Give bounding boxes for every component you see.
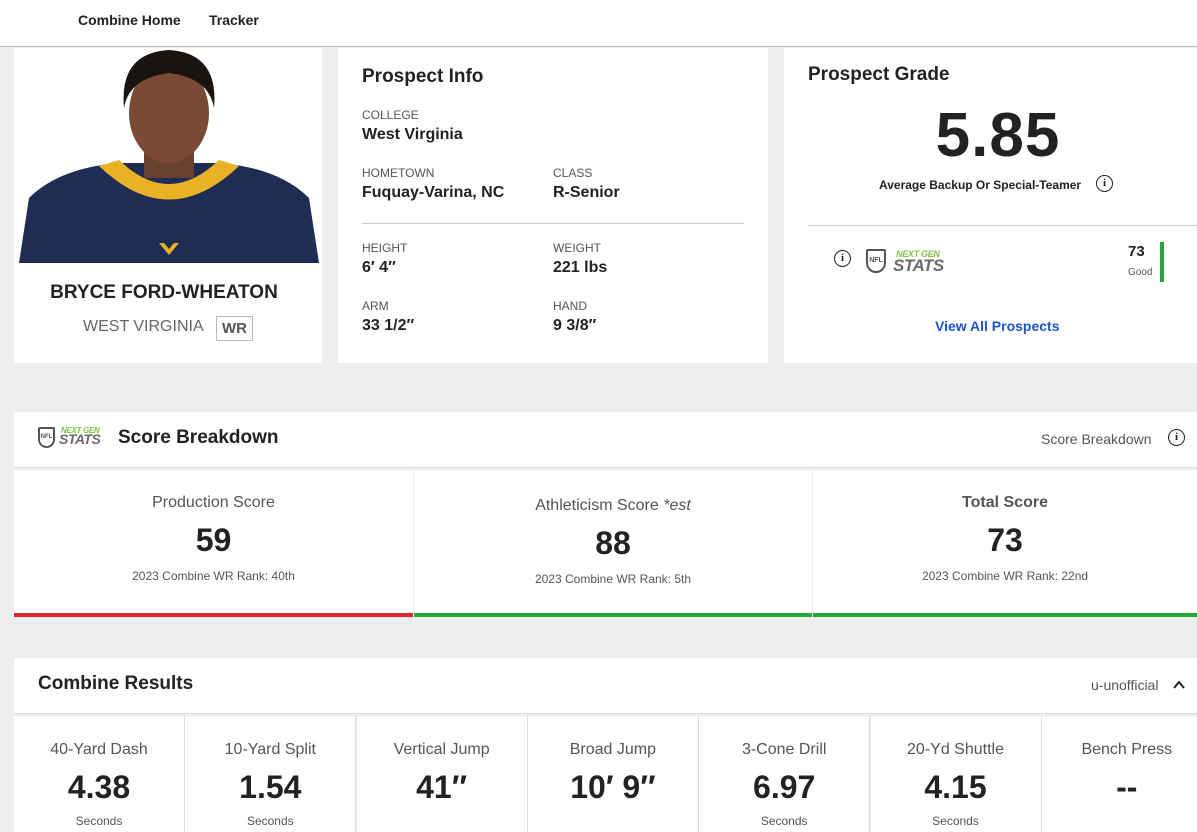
drill-card: 20-Yd Shuttle 4.15 Seconds	[870, 716, 1042, 832]
rating-bar	[1160, 242, 1164, 282]
drill-value: 1.54	[239, 769, 302, 805]
field-label: WEIGHT	[553, 241, 601, 255]
score-label: Athleticism Score	[535, 497, 659, 514]
drill-value: 6.97	[753, 769, 816, 805]
drill-name: Broad Jump	[569, 741, 657, 758]
score-value: 59	[195, 522, 232, 558]
divider	[808, 225, 1197, 226]
field-value: West Virginia	[362, 126, 463, 143]
ngs-score: 73	[1128, 243, 1145, 260]
player-school: WEST VIRGINIA	[83, 318, 204, 335]
nfl-shield: NFL	[38, 427, 55, 448]
drill-value: 10′ 9″	[570, 769, 656, 805]
score-card: Total Score 73 2023 Combine WR Rank: 22n…	[813, 470, 1197, 617]
drill-unit: Seconds	[75, 814, 123, 828]
field-value: R-Senior	[553, 184, 620, 201]
field-value: 9 3/8″	[553, 317, 597, 334]
field-label: ARM	[362, 299, 389, 313]
prospect-info-card: Prospect Info COLLEGE West Virginia HOME…	[338, 48, 768, 363]
player-name: BRYCE FORD-WHEATON	[50, 282, 278, 303]
score-breakdown-header: NFL NEXT GEN STATS Score Breakdown Score…	[14, 412, 1197, 468]
player-photo	[19, 48, 319, 263]
section-title: Prospect Info	[362, 66, 484, 87]
score-value: 73	[987, 522, 1023, 558]
field-value: 6′ 4″	[362, 259, 396, 276]
drill-value: 41″	[416, 769, 468, 805]
score-label: Production Score	[152, 494, 275, 511]
field-label: HOMETOWN	[362, 166, 435, 180]
field-value: 33 1/2″	[362, 317, 415, 334]
score-rank: 2023 Combine WR Rank: 22nd	[921, 569, 1089, 583]
drill-name: 40-Yard Dash	[50, 741, 148, 758]
grade-description: Average Backup Or Special-Teamer	[879, 178, 1082, 192]
ngs-logo-bottom: STATS	[59, 431, 101, 447]
view-all-link[interactable]: View All Prospects	[935, 318, 1060, 334]
info-icon[interactable]: i	[1168, 429, 1185, 446]
combine-results-header: Combine Results u-unofficial	[14, 658, 1197, 714]
player-card: BRYCE FORD-WHEATON WEST VIRGINIA WR	[14, 48, 322, 363]
field-label: HEIGHT	[362, 241, 408, 255]
player-position: WR	[216, 316, 253, 341]
section-title: Prospect Grade	[808, 64, 950, 85]
drill-card: 3-Cone Drill 6.97 Seconds	[699, 716, 871, 832]
score-label: Total Score	[962, 494, 1048, 511]
drill-value: 4.15	[924, 769, 987, 805]
drill-unit: Seconds	[246, 814, 294, 828]
grade-value: 5.85	[935, 101, 1061, 170]
score-note: *est	[663, 497, 691, 514]
drill-name: Vertical Jump	[393, 741, 490, 758]
drill-card: 10-Yard Split 1.54 Seconds	[185, 716, 357, 832]
section-title: Score Breakdown	[118, 427, 279, 448]
toggle-label[interactable]: Score Breakdown	[1041, 431, 1152, 447]
toggle-label[interactable]: u-unofficial	[1091, 677, 1159, 693]
score-label-row: Athleticism Score *est	[414, 497, 812, 515]
drill-card: 40-Yard Dash 4.38 Seconds	[14, 716, 185, 832]
field-label: CLASS	[553, 166, 593, 180]
top-nav: Combine Home Tracker	[0, 0, 1197, 47]
section-title: Combine Results	[38, 673, 194, 694]
drill-name: 20-Yd Shuttle	[907, 741, 1004, 758]
score-card: Production Score 59 2023 Combine WR Rank…	[14, 470, 413, 617]
field-value: 221 lbs	[553, 259, 608, 276]
drill-card: Broad Jump 10′ 9″	[527, 716, 699, 832]
info-icon[interactable]: i	[1096, 175, 1113, 192]
score-rank: 2023 Combine WR Rank: 40th	[132, 569, 295, 583]
info-icon[interactable]: i	[834, 250, 851, 267]
ngs-rating: Good	[1128, 267, 1153, 278]
collapse-icon[interactable]	[1172, 678, 1186, 692]
drill-name: 3-Cone Drill	[741, 741, 827, 758]
drill-unit: Seconds	[760, 814, 808, 828]
drill-card: Bench Press --	[1041, 716, 1197, 832]
drill-name: 10-Yard Split	[224, 741, 316, 758]
ngs-logo-top: NEXT GEN	[61, 426, 100, 435]
drill-card: Vertical Jump 41″	[356, 716, 528, 832]
divider	[362, 223, 744, 224]
field-label: HAND	[553, 299, 588, 313]
prospect-grade-card: Prospect Grade 5.85 Average Backup Or Sp…	[784, 48, 1197, 363]
ngs-logo-bottom: STATS	[893, 256, 944, 275]
drill-name: Bench Press	[1081, 741, 1173, 758]
drill-value: 4.38	[67, 769, 131, 805]
field-label: COLLEGE	[362, 108, 419, 122]
score-value: 88	[595, 525, 631, 561]
drill-value: --	[1116, 769, 1138, 805]
nav-link[interactable]: Tracker	[209, 12, 259, 28]
score-rank: 2023 Combine WR Rank: 5th	[534, 572, 692, 586]
score-card: Athleticism Score *est 88 2023 Combine W…	[414, 470, 812, 617]
field-value: Fuquay-Varina, NC	[362, 184, 505, 201]
ngs-logo-top: NEXT GEN	[896, 249, 940, 259]
nav-link[interactable]: Combine Home	[78, 12, 181, 28]
drill-unit: Seconds	[932, 814, 979, 828]
nfl-shield: NFL	[866, 249, 886, 273]
